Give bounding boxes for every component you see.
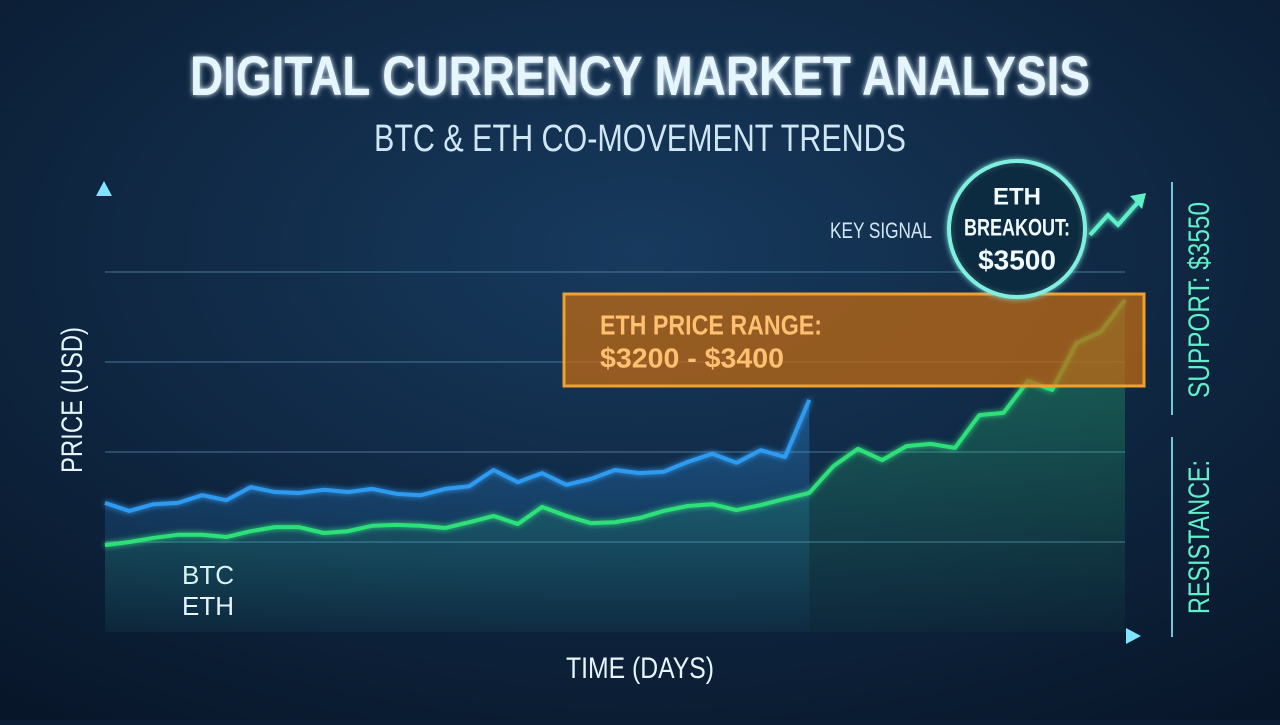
- x-axis-label: TIME (DAYS): [566, 652, 714, 685]
- plot: BTCETH: [104, 271, 1127, 632]
- signal-arrow-head: [1130, 193, 1146, 209]
- series-line: [104, 399, 812, 513]
- range-box: [562, 292, 1146, 388]
- y-axis-arrow: [96, 181, 112, 196]
- range-value: $3200 - $3400: [600, 342, 784, 373]
- key-signal: KEY SIGNAL: [830, 218, 932, 243]
- signal-arrow: [1088, 198, 1142, 237]
- range-title: ETH PRICE RANGE:: [600, 309, 822, 340]
- chart-subtitle: BTC & ETH CO-MOVEMENT TRENDS: [374, 118, 906, 160]
- chart-title: DIGITAL CURRENCY MARKET ANALYSIS: [190, 44, 1090, 107]
- y-axis-label: PRICE (USD): [56, 327, 89, 473]
- breakout-text: ETH: [993, 183, 1041, 210]
- breakout-circle: [947, 159, 1087, 299]
- series-area: [105, 299, 1125, 632]
- breakout-text: BREAKOUT:: [964, 214, 1070, 241]
- series-line: [104, 298, 1127, 548]
- support-label: SUPPORT: $3550: [1183, 202, 1216, 398]
- resistance-label: RESISTANCE:: [1183, 460, 1216, 614]
- x-axis-arrow: [1126, 628, 1141, 644]
- breakout-value: $3500: [978, 244, 1056, 275]
- legend-label: ETH: [182, 591, 234, 621]
